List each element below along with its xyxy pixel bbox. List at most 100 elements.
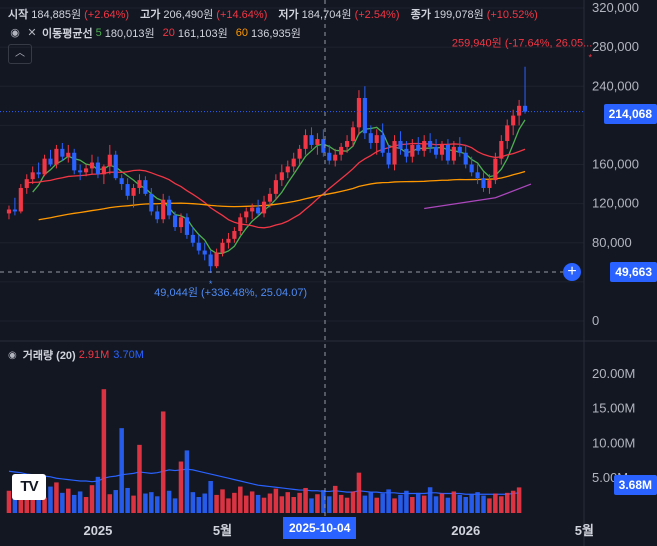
candle-body [279, 172, 284, 181]
volume-bar [202, 493, 207, 513]
volume-bar [404, 490, 409, 513]
candle-body [362, 97, 367, 134]
ohlc-legend: 시작 184,885원 (+2.64%) 고가 206,490원 (+14.64%) 저… [8, 6, 546, 22]
candle-body [238, 217, 243, 232]
volume-bar [368, 492, 374, 513]
candle-body [475, 172, 480, 179]
volume-bar [160, 411, 166, 513]
high-label: 고가 [140, 9, 161, 21]
volume-bar [433, 496, 439, 513]
volume-bar [149, 492, 154, 513]
volume-bar [226, 498, 231, 513]
volume-bar [71, 494, 77, 513]
price-axis: 0 80,000 120,000 160,000 240,000 280,000 320,0… [592, 0, 639, 328]
candle-body [333, 154, 338, 161]
volume-bar [499, 496, 504, 513]
close-icon[interactable]: ✕ [27, 27, 37, 39]
volume-eye-icon[interactable]: ◉ [8, 349, 17, 361]
volume-bar [178, 461, 184, 513]
candle-body [84, 168, 89, 173]
candle-body [505, 125, 510, 142]
volume-bar [297, 492, 302, 513]
volume-bar [6, 490, 12, 513]
candle-body [48, 158, 53, 165]
high-value: 206,490원 [163, 9, 214, 21]
tradingview-logo[interactable]: TV [12, 474, 46, 500]
volume-bar [232, 492, 237, 513]
candle-body [125, 184, 130, 196]
volume-bar [95, 476, 101, 513]
volume-bar [392, 498, 397, 513]
volume-bar [315, 494, 320, 513]
price-tick-label: 160,000 [592, 157, 639, 172]
crosshair-price-tag: 49,663 [610, 262, 657, 282]
volume-bar [475, 492, 480, 513]
price-tick-label: 80,000 [592, 235, 632, 250]
volume-bar [83, 497, 89, 513]
volume-bar [119, 428, 124, 513]
candle-body [428, 141, 433, 147]
candle-body [214, 252, 219, 267]
volume-bar [303, 487, 308, 513]
volume-bar [374, 497, 379, 513]
candle-body [522, 105, 528, 112]
eye-icon[interactable]: ◉ [10, 27, 20, 39]
volume-bar [255, 494, 261, 513]
candle-body [303, 135, 308, 149]
volume-bar [125, 487, 130, 513]
volume-bar [493, 493, 498, 513]
candle-body [398, 141, 403, 149]
close-pct: (+10.52%) [486, 9, 538, 21]
volume-bar [166, 490, 172, 513]
volume-ma-line [8, 468, 520, 495]
volume-bar [60, 492, 65, 513]
volume-bar [309, 498, 314, 513]
candle-body [226, 238, 231, 243]
candle-body [72, 152, 77, 171]
candles [6, 66, 528, 274]
crosshair-and-annotations: 259,940원 (-17.64%, 26.05...*49,044원 (+33… [0, 0, 593, 516]
candle-body [267, 193, 273, 202]
high-marker: * [589, 53, 593, 63]
low-value: 184,704원 [301, 9, 352, 21]
candle-body [356, 97, 362, 128]
volume-bar [416, 492, 421, 513]
volume-bar [190, 492, 196, 513]
candle-body [244, 211, 249, 218]
volume-bar [481, 495, 486, 513]
candle-body [386, 152, 391, 165]
candle-body [18, 187, 23, 212]
volume-bar [172, 498, 178, 513]
volume-bar [380, 493, 385, 513]
candle-body [202, 250, 207, 255]
volume-bar [77, 491, 83, 513]
volume-bar [66, 488, 71, 513]
candle-body [60, 148, 65, 157]
price-tick-label: 320,000 [592, 0, 639, 15]
candle-body [380, 135, 385, 153]
volume-bar [214, 494, 219, 513]
candle-body [392, 141, 397, 165]
candle-body [119, 178, 124, 185]
ma20-period: 20 [162, 27, 175, 39]
candle-body [374, 135, 379, 143]
plus-circle-icon[interactable]: + [563, 263, 581, 281]
volume-bar [30, 496, 35, 513]
candle-body [190, 234, 195, 243]
volume-bar [48, 486, 53, 513]
candle-body [172, 215, 178, 228]
chevron-up-icon[interactable]: ︿ [8, 44, 32, 64]
candle-body [487, 180, 492, 188]
volume-bar [504, 492, 510, 513]
candle-body [517, 105, 522, 116]
candle-body [321, 139, 326, 153]
volume-bar [113, 490, 118, 513]
price-tick-label: 280,000 [592, 39, 639, 54]
volume-label: 거래량 (20) [22, 350, 76, 362]
ma60-period: 60 [235, 27, 249, 39]
candle-body [291, 158, 296, 167]
candle-body [24, 179, 29, 188]
volume-bar [137, 444, 142, 513]
candle-body [161, 199, 166, 220]
